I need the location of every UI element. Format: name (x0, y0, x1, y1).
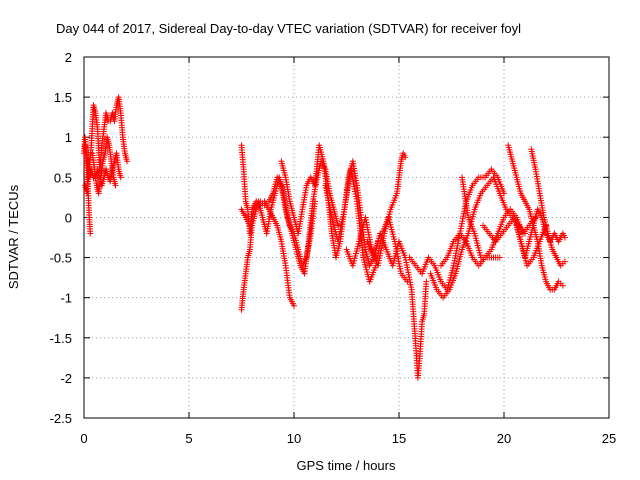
x-tick-label: 0 (80, 431, 87, 446)
data-point (117, 174, 124, 181)
data-point (402, 154, 409, 161)
y-tick-label: -2 (60, 371, 72, 386)
chart-title: Day 044 of 2017, Sidereal Day-to-day VTE… (56, 21, 521, 36)
data-point (561, 234, 568, 241)
x-tick-label: 15 (392, 431, 406, 446)
y-tick-label: -1 (60, 291, 72, 306)
x-tick-label: 5 (185, 431, 192, 446)
data-point (543, 222, 549, 229)
y-tick-label: 1 (65, 130, 72, 145)
x-tick-labels: 0 5 10 15 20 25 (80, 431, 616, 446)
y-tick-label: 0 (65, 210, 72, 225)
data-point (124, 158, 131, 165)
plot-frame (83, 56, 610, 419)
x-tick-label: 25 (602, 431, 616, 446)
data-point (496, 254, 503, 261)
data-point (291, 302, 297, 309)
y-axis-label: SDTVAR / TECUs (6, 184, 21, 289)
x-tick-label: 10 (287, 431, 301, 446)
y-tick-label: 2 (65, 50, 72, 65)
data-point (335, 222, 342, 229)
y-tick-labels: 2 1.5 1 0.5 0 -0.5 -1 -1.5 -2 -2.5 (50, 50, 72, 426)
data-points (81, 94, 568, 381)
y-tick-label: 1.5 (54, 90, 72, 105)
y-tick-label: 0.5 (54, 170, 72, 185)
data-point (87, 230, 94, 237)
axis-ticks (83, 56, 610, 419)
data-point (112, 182, 119, 189)
data-point (423, 278, 430, 285)
grid (84, 57, 609, 418)
y-tick-label: -0.5 (50, 251, 72, 266)
data-point (559, 282, 566, 289)
y-tick-label: -2.5 (50, 411, 72, 426)
x-tick-label: 20 (497, 431, 511, 446)
y-tick-label: -1.5 (50, 331, 72, 346)
x-axis-label: GPS time / hours (297, 458, 396, 473)
data-point (561, 258, 568, 265)
